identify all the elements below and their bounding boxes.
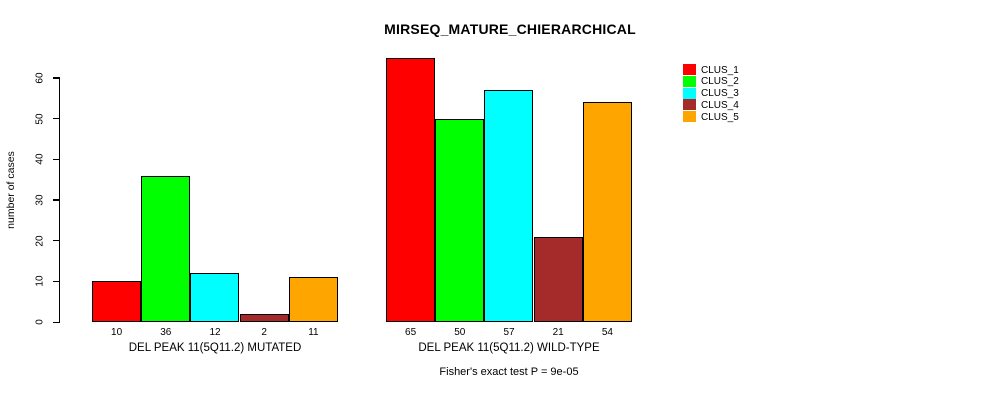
- bar-value-label: 50: [454, 327, 466, 338]
- bar-clus_4-group1: [240, 314, 289, 322]
- y-tick-mark: [53, 240, 60, 242]
- bar-value-label: 10: [111, 327, 123, 338]
- bar-value-label: 12: [209, 327, 221, 338]
- legend-label-clus_5: CLUS_5: [701, 111, 739, 123]
- y-tick-mark: [53, 280, 60, 283]
- y-tick-label: 50: [34, 113, 46, 125]
- legend-label-clus_2: CLUS_2: [701, 76, 739, 88]
- y-tick-mark: [53, 158, 60, 161]
- legend-swatch-clus_3: [683, 87, 696, 99]
- group-label-mutated: DEL PEAK 11(5Q11.2) MUTATED: [128, 342, 302, 354]
- y-tick-label: 60: [34, 72, 46, 84]
- bar-value-label: 57: [503, 327, 515, 338]
- bar-clus_5-group2: [583, 102, 632, 322]
- y-axis-title: number of cases: [5, 151, 17, 229]
- bar-clus_4-group2: [534, 237, 583, 322]
- y-tick-mark: [53, 199, 60, 201]
- bar-value-label: 11: [308, 327, 319, 338]
- legend-swatch-clus_5: [683, 111, 696, 123]
- y-tick-label: 20: [34, 235, 46, 247]
- legend-label-clus_1: CLUS_1: [701, 64, 739, 76]
- group-label-wild-type: DEL PEAK 11(5Q11.2) WILD-TYPE: [418, 342, 600, 354]
- bar-value-label: 54: [601, 327, 613, 338]
- y-tick-label: 0: [34, 319, 46, 325]
- chart-title: MIRSEQ_MATURE_CHIERARCHICAL: [384, 21, 636, 37]
- legend-swatch-clus_1: [683, 64, 696, 75]
- bar-clus_3-group1: [190, 273, 239, 322]
- bar-value-label: 65: [405, 327, 417, 338]
- bar-clus_2-group1: [141, 176, 190, 322]
- y-tick-label: 30: [34, 194, 46, 206]
- y-tick-mark: [53, 77, 60, 79]
- legend-swatch-clus_4: [683, 99, 696, 111]
- bar-value-label: 2: [261, 327, 267, 338]
- legend-swatch-clus_2: [683, 75, 696, 87]
- y-tick-label: 40: [34, 153, 46, 165]
- bar-value-label: 36: [160, 327, 172, 338]
- y-tick-label: 10: [34, 275, 46, 287]
- bar-clus_2-group2: [435, 119, 484, 322]
- bar-clus_5-group1: [289, 277, 338, 322]
- y-tick-mark: [53, 118, 60, 120]
- y-tick-mark: [53, 321, 60, 323]
- bar-clus_1-group2: [386, 58, 435, 322]
- legend-label-clus_3: CLUS_3: [701, 88, 739, 100]
- bar-clus_3-group2: [484, 90, 533, 322]
- bar-clus_1-group1: [92, 281, 141, 322]
- fisher-test-annotation: Fisher's exact test P = 9e-05: [439, 366, 579, 378]
- bar-value-label: 21: [552, 327, 564, 338]
- legend-label-clus_4: CLUS_4: [701, 99, 739, 111]
